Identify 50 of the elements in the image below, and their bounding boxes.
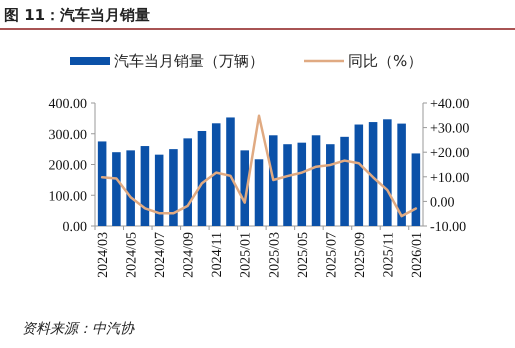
y2-tick-label: -10.00 xyxy=(430,220,466,235)
x-tick-label: 2025/07 xyxy=(324,232,340,278)
x-tick-label: 2024/05 xyxy=(124,232,140,278)
x-tick-label: 2025/01 xyxy=(238,232,254,278)
y2-tick-label: +20.00 xyxy=(430,146,470,162)
y2-tick-label: +30.00 xyxy=(430,122,470,137)
legend-label: 汽车当月销量（万辆） xyxy=(114,52,264,70)
y2-tick-label: +10.00 xyxy=(430,170,470,186)
chart-title: 图 11：汽车当月销量 xyxy=(4,6,150,24)
x-tick-label: 2025/03 xyxy=(267,232,282,278)
legend-label: 同比（%） xyxy=(348,52,422,70)
line-series xyxy=(100,114,418,218)
y-tick-label: 100.00 xyxy=(48,189,87,204)
bar xyxy=(126,150,135,226)
text: 资料来源：中汽协 xyxy=(22,321,135,337)
bar xyxy=(368,122,378,226)
bar xyxy=(98,141,106,226)
bar xyxy=(354,124,364,226)
bar xyxy=(412,153,420,226)
y-tick-label: 300.00 xyxy=(48,128,87,143)
bar xyxy=(312,135,320,226)
x-tick-label: 2024/03 xyxy=(96,232,112,278)
bar xyxy=(268,135,278,226)
y2-tick-label: 0.00 xyxy=(430,195,454,210)
bar xyxy=(183,138,192,226)
x-tick-label: 2025/05 xyxy=(296,232,311,278)
bar xyxy=(140,146,150,226)
bar xyxy=(112,152,121,226)
bar xyxy=(154,154,164,226)
bar xyxy=(326,144,335,226)
bar xyxy=(283,144,292,226)
y2-tick-label: +40.00 xyxy=(430,97,470,112)
bar xyxy=(226,117,235,226)
bar xyxy=(198,130,206,226)
bar xyxy=(169,149,178,226)
bar xyxy=(254,159,264,226)
x-tick-label: 2026/01 xyxy=(410,232,425,278)
bar xyxy=(298,142,306,226)
bar xyxy=(340,136,349,226)
x-tick-label: 2024/11 xyxy=(210,232,226,278)
bar xyxy=(397,124,406,226)
bar xyxy=(383,119,392,226)
x-tick-label: 2025/09 xyxy=(352,232,368,278)
x-tick-label: 2025/11 xyxy=(381,232,396,278)
bar xyxy=(212,123,220,226)
x-tick-label: 2024/07 xyxy=(153,232,168,278)
y-tick-label: 400.00 xyxy=(48,97,87,112)
y-tick-label: 0.00 xyxy=(62,220,87,235)
y-tick-label: 200.00 xyxy=(48,158,87,174)
x-tick-label: 2024/09 xyxy=(182,232,197,278)
